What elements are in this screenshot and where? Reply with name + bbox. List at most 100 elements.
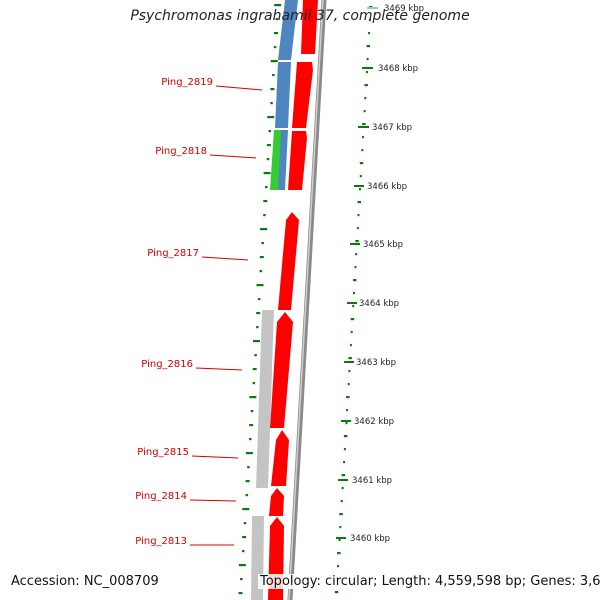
- gc-dot-right: [355, 253, 358, 256]
- gc-dot-right: [339, 526, 342, 529]
- gene-leader-line: [189, 499, 237, 502]
- gc-dot-right: [359, 162, 364, 165]
- gc-dot-left: [270, 102, 273, 105]
- gc-dot-right: [368, 32, 371, 35]
- gene-label[interactable]: Ping_2816: [141, 359, 193, 370]
- kbp-tick-label: 3468 kbp: [378, 64, 418, 74]
- gc-dot-left: [270, 88, 275, 91]
- gene-label[interactable]: Ping_2817: [147, 248, 199, 259]
- gene-label[interactable]: Ping_2814: [135, 491, 187, 502]
- gc-dot-left: [259, 270, 263, 273]
- gene-label[interactable]: Ping_2815: [137, 447, 189, 458]
- reverse-gene-blue-top: [278, 0, 298, 60]
- gc-dot-left: [238, 564, 246, 567]
- gene-leader-line: [195, 367, 243, 371]
- gene-label[interactable]: Ping_2813: [135, 536, 187, 547]
- gc-dot-left: [242, 508, 250, 511]
- gc-dot-right: [348, 370, 351, 373]
- forward-gene-ping2817: [278, 212, 299, 310]
- gc-dot-left: [252, 368, 257, 371]
- topology-summary: Topology: circular; Length: 4,559,598 bp…: [258, 574, 600, 589]
- gc-dot-right: [362, 136, 365, 139]
- gene-leader-line: [191, 455, 239, 459]
- gc-dot-left: [265, 186, 268, 189]
- forward-gene-ping2818: [288, 131, 307, 190]
- accession-text: Accession: NC_008709: [9, 574, 161, 589]
- gc-dot-left: [242, 536, 247, 539]
- gc-dot-right: [366, 45, 371, 48]
- gc-dot-right: [337, 565, 339, 568]
- reverse-gene-green-ping2818: [270, 130, 281, 190]
- gc-dot-right: [345, 422, 348, 425]
- gc-dot-right: [364, 97, 367, 100]
- gc-dot-right: [350, 318, 355, 321]
- forward-gene-top: [301, 0, 318, 54]
- gc-dot-left: [252, 382, 256, 385]
- gene-leader-line: [201, 256, 249, 261]
- gc-dot-right: [359, 188, 361, 191]
- gc-dot-right: [349, 344, 352, 347]
- gc-dot-left: [268, 130, 271, 133]
- gc-dot-left: [260, 228, 268, 231]
- gene-leader-line: [215, 85, 263, 91]
- kbp-tick-label: 3469 kbp: [384, 4, 424, 14]
- gc-dot-right: [343, 448, 346, 451]
- kbp-tick-label: 3466 kbp: [367, 182, 407, 192]
- kbp-tick-label: 3463 kbp: [356, 358, 396, 368]
- gene-label[interactable]: Ping_2818: [155, 146, 207, 157]
- gc-dot-left: [273, 46, 277, 49]
- gc-dot-left: [240, 578, 243, 581]
- kbp-tick-label: 3464 kbp: [359, 299, 399, 309]
- gc-dot-left: [263, 172, 271, 175]
- gc-dot-left: [256, 326, 259, 329]
- gc-dot-left: [257, 298, 261, 301]
- kbp-tick-label: 3465 kbp: [363, 240, 403, 250]
- gc-dot-right: [361, 149, 364, 152]
- forward-gene-ping2815: [271, 430, 289, 486]
- forward-gene-ping2819: [292, 62, 313, 128]
- tick-layer: 3469 kbp 3468 kbp 3467 kbp 3466 kbp 3465 kbp…: [336, 4, 424, 544]
- gc-dot-left: [261, 242, 264, 245]
- gc-dot-right: [357, 201, 361, 204]
- gc-dot-right: [357, 214, 360, 217]
- gc-dot-right: [355, 240, 359, 243]
- gc-dot-left: [249, 424, 254, 427]
- gc-dot-left: [275, 18, 279, 21]
- gene-label[interactable]: Ping_2819: [161, 77, 213, 88]
- backbone-highlight: [288, 0, 324, 600]
- gc-dot-right: [353, 279, 357, 282]
- gc-dot-right: [346, 396, 350, 399]
- gc-dot-left: [249, 396, 257, 399]
- gc-dot-right: [366, 58, 369, 61]
- gc-dot-left: [270, 60, 278, 63]
- gc-dot-left: [266, 144, 271, 147]
- kbp-tick-label: 3461 kbp: [352, 476, 392, 486]
- gc-dot-right: [368, 19, 371, 22]
- gc-dot-left: [238, 592, 243, 595]
- gc-dot-left: [247, 466, 250, 469]
- forward-gene-ping2814: [269, 488, 284, 516]
- gc-dot-left: [245, 494, 248, 497]
- gc-dot-right: [346, 409, 349, 412]
- gc-dot-left: [263, 214, 266, 217]
- gc-dot-left: [250, 410, 254, 413]
- gc-dot-right: [338, 539, 341, 542]
- gc-dots-left-layer: [238, 4, 282, 595]
- gc-dot-right: [353, 292, 355, 295]
- gc-dot-left: [243, 522, 247, 525]
- kbp-tick-label: 3467 kbp: [372, 123, 412, 133]
- gc-dot-right: [352, 305, 355, 308]
- gc-dots-right-layer: [334, 6, 373, 594]
- gc-dot-right: [339, 513, 343, 516]
- gc-dot-right: [343, 435, 348, 438]
- map-title: Psychromonas ingrahamii 37, complete gen…: [130, 8, 470, 24]
- gc-dot-left: [256, 284, 264, 287]
- gc-dot-left: [259, 256, 264, 259]
- gc-dot-left: [274, 4, 282, 7]
- gc-dot-left: [267, 116, 275, 119]
- gc-dot-right: [350, 331, 353, 334]
- gc-dot-left: [245, 452, 253, 455]
- gc-dot-right: [365, 71, 368, 74]
- gc-dot-left: [253, 340, 260, 343]
